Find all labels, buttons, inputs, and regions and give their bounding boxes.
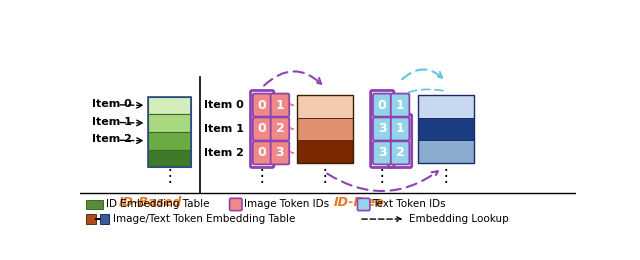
Text: 2: 2	[396, 146, 404, 159]
Text: 2: 2	[276, 122, 284, 135]
Text: ⋮: ⋮	[374, 167, 390, 185]
FancyBboxPatch shape	[100, 214, 109, 224]
Text: Item 1: Item 1	[204, 124, 244, 134]
FancyBboxPatch shape	[418, 95, 474, 118]
FancyBboxPatch shape	[271, 94, 289, 117]
FancyBboxPatch shape	[297, 95, 353, 118]
FancyBboxPatch shape	[373, 141, 392, 164]
FancyBboxPatch shape	[148, 150, 191, 167]
Text: 0: 0	[258, 122, 266, 135]
FancyBboxPatch shape	[271, 118, 289, 141]
FancyBboxPatch shape	[391, 94, 410, 117]
Text: 1: 1	[396, 122, 404, 135]
Text: ⋮: ⋮	[161, 167, 178, 185]
Text: Item 2: Item 2	[204, 148, 244, 158]
FancyBboxPatch shape	[253, 118, 271, 141]
FancyBboxPatch shape	[86, 200, 103, 209]
Text: 1: 1	[396, 99, 404, 112]
FancyBboxPatch shape	[230, 198, 242, 211]
Text: 3: 3	[276, 146, 284, 159]
FancyBboxPatch shape	[358, 198, 370, 211]
FancyBboxPatch shape	[148, 114, 191, 132]
Text: ID Embedding Table: ID Embedding Table	[106, 199, 210, 210]
Text: 0: 0	[378, 99, 387, 112]
Text: Text Token IDs: Text Token IDs	[372, 199, 446, 210]
FancyBboxPatch shape	[391, 141, 410, 164]
FancyBboxPatch shape	[148, 97, 191, 114]
FancyBboxPatch shape	[418, 118, 474, 140]
FancyBboxPatch shape	[391, 118, 410, 141]
Text: 3: 3	[378, 146, 387, 159]
FancyBboxPatch shape	[297, 140, 353, 163]
Text: Image Token IDs: Image Token IDs	[244, 199, 330, 210]
FancyBboxPatch shape	[418, 140, 474, 163]
Text: 0: 0	[258, 99, 266, 112]
FancyBboxPatch shape	[373, 94, 392, 117]
FancyBboxPatch shape	[253, 141, 271, 164]
Text: Item 2: Item 2	[92, 134, 131, 144]
FancyBboxPatch shape	[297, 118, 353, 140]
Text: Image/Text Token Embedding Table: Image/Text Token Embedding Table	[113, 214, 295, 224]
Text: Item 1: Item 1	[92, 117, 131, 127]
Text: Embedding Lookup: Embedding Lookup	[408, 214, 508, 224]
Text: ⋮: ⋮	[438, 167, 454, 185]
Text: 1: 1	[276, 99, 284, 112]
Text: ID-Based: ID-Based	[118, 196, 182, 209]
Text: Item 0: Item 0	[204, 100, 244, 110]
FancyBboxPatch shape	[373, 118, 392, 141]
FancyBboxPatch shape	[253, 94, 271, 117]
Text: ⋮: ⋮	[317, 167, 333, 185]
Text: ⋮: ⋮	[254, 167, 271, 185]
Text: ID-Free: ID-Free	[333, 196, 385, 209]
Text: Item 0: Item 0	[92, 99, 131, 109]
FancyBboxPatch shape	[271, 141, 289, 164]
Text: 0: 0	[258, 146, 266, 159]
FancyBboxPatch shape	[148, 132, 191, 150]
FancyBboxPatch shape	[86, 214, 95, 224]
Text: 3: 3	[378, 122, 387, 135]
